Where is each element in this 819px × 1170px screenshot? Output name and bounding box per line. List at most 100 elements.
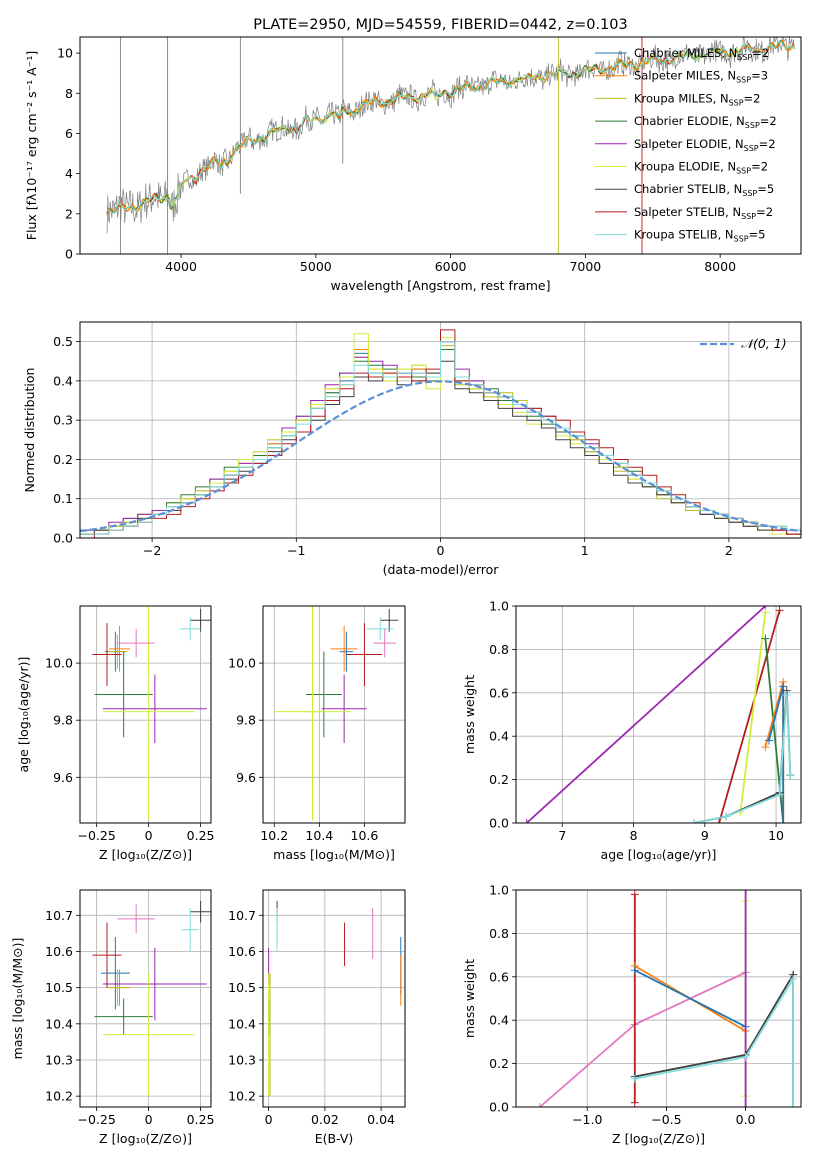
mass-weight-line [718,610,781,823]
axes-mass_vs_z: −0.25 0 0.25 10.2 10.3 10.4 10.5 10.6 10.7 Z [log… [10,889,215,1146]
legend-entry-name: Kroupa ELODIE, N [634,160,736,174]
y-tick-label: 10.7 [45,908,73,923]
x-tick-label: 6000 [435,259,467,274]
y-tick-label: 0.8 [489,642,509,657]
y-tick-label: 0.1 [53,491,73,506]
axes-spectrum: 4000 5000 6000 7000 8000 0 2 4 6 8 10 wavelength [A… [24,17,802,293]
axes-frame [79,321,802,539]
plot-area-mass_vs_ebv [268,900,402,1097]
legend-entry: Salpeter ELODIE, NSSP=2 [634,137,776,153]
axes-frame [79,605,212,824]
x-axis-label: Z [log₁₀(Z/Z⊙)] [612,1131,705,1146]
mass-weight-line [526,606,767,823]
x-tick-label: 4000 [165,259,197,274]
x-tick-label: −0.25 [77,828,115,843]
mass-weight-line [634,971,794,1107]
legend-entry-sub: SSP [737,53,752,62]
y-axis-label: mass weight [462,959,477,1038]
axes-massweight_vs_z: −1.0 −0.5 0.0 0.0 0.2 0.4 0.6 0.8 1.0 Z [log₁₀(Z/… [462,883,802,1146]
y-axis-label: mass weight [462,675,477,754]
y-tick-label: 10.3 [228,1052,256,1067]
y-tick-label: 10 [57,46,73,61]
x-tick-label: 10.4 [305,828,333,843]
y-tick-label: 0.5 [53,334,73,349]
legend-entry-tail: =2 [756,205,773,219]
legend-entry: Salpeter MILES, NSSP=3 [634,69,768,85]
x-axis-label: Z [log₁₀(Z/Z⊙)] [99,847,192,862]
legend-entry-tail: =3 [751,69,768,83]
legend-entry-name: Kroupa STELIB, N [634,228,734,242]
y-tick-label: 0.4 [489,1013,509,1028]
x-tick-label: 0 [145,1112,153,1127]
y-tick-label: 0.2 [489,1056,509,1071]
axes-mass_vs_ebv: 0 0.02 0.04 10.2 10.3 10.4 10.5 10.6 10.7 E(B-V) [228,889,406,1146]
y-tick-label: 10.2 [45,1089,73,1104]
x-tick-label: 5000 [300,259,332,274]
y-tick-label: 10.0 [45,656,73,671]
y-tick-label: 0.4 [53,373,73,388]
y-tick-label: 0.6 [489,969,509,984]
x-tick-label: 9 [701,828,709,843]
mass-weight-line [634,975,794,1107]
y-tick-label: 0.6 [489,685,509,700]
legend-entry-tail: =2 [752,46,769,60]
y-tick-label: 6 [65,126,73,141]
x-axis-label: wavelength [Angstrom, rest frame] [330,278,550,293]
x-tick-label: −1.0 [572,1112,602,1127]
y-tick-label: 0.2 [489,772,509,787]
legend-entry-tail: =2 [744,91,761,105]
legend-entry-name: Salpeter STELIB, N [634,205,741,219]
x-tick-label: 0.0 [736,1112,756,1127]
x-tick-label: 7000 [569,259,601,274]
x-tick-label: 0 [145,828,153,843]
axes-frame [515,889,802,1108]
y-tick-label: 1.0 [489,599,509,614]
mass-weight-line [739,612,767,813]
y-tick-label: 10.2 [228,1089,256,1104]
y-tick-label: 8 [65,86,73,101]
legend-entry-tail: =2 [759,137,776,151]
legend-entry: Kroupa MILES, NSSP=2 [634,91,760,107]
y-tick-label: 0.4 [489,729,509,744]
y-tick-label: 4 [65,166,73,181]
y-tick-label: 9.8 [53,713,73,728]
axes-frame [262,889,406,1108]
x-tick-label: 0.25 [187,828,215,843]
legend-entry-sub: SSP [736,167,751,176]
y-tick-label: 10.4 [45,1016,73,1031]
plot-area-massweight_vs_z [535,890,798,1107]
y-tick-label: 10.7 [228,908,256,923]
y-tick-label: 0.3 [53,413,73,428]
x-tick-label: 8000 [704,259,736,274]
mass-weight-line [634,969,747,1028]
y-tick-label: 10.6 [228,944,256,959]
y-tick-label: 10.6 [45,944,73,959]
plot-area-residuals [80,329,801,538]
x-axis-label: Z [log₁₀(Z/Z⊙)] [99,1131,192,1146]
x-tick-label: −1 [287,543,305,558]
x-tick-label: 1 [581,543,589,558]
y-tick-label: 9.6 [53,770,73,785]
x-tick-label: −0.25 [77,1112,115,1127]
x-axis-label: mass [log₁₀(M/M⊙)] [273,847,395,862]
x-tick-label: 0.25 [187,1112,215,1127]
y-axis-label: age [log₁₀(age/yr)] [16,657,31,773]
y-axis-label: mass [log₁₀(M/M⊙)] [10,938,25,1060]
legend-entry: Salpeter STELIB, NSSP=2 [634,205,773,221]
legend-entry-name: Salpeter MILES, N [634,69,736,83]
plot-area-spectrum [106,37,795,254]
axes-massweight_vs_age: 7 8 9 10 0.0 0.2 0.4 0.6 0.8 1.0 age [log₁₀(age/yr… [462,599,802,862]
x-tick-label: 0.02 [311,1112,339,1127]
legend-entry-name: Kroupa MILES, N [634,91,729,105]
y-tick-label: 10.5 [228,980,256,995]
x-tick-label: −0.5 [651,1112,681,1127]
plot-area-age_vs_z [92,606,211,821]
axes-frame [262,605,406,824]
x-tick-label: 10.6 [351,828,379,843]
plot-area-massweight_vs_age [522,606,795,823]
y-tick-label: 10.0 [228,656,256,671]
legend-entry-sub: SSP [745,121,760,130]
legend-entry: Chabrier MILES, NSSP=2 [634,46,769,62]
y-axis-label: Flux [fλ10⁻¹⁷ erg cm⁻² s⁻¹ A⁻¹] [24,51,39,240]
